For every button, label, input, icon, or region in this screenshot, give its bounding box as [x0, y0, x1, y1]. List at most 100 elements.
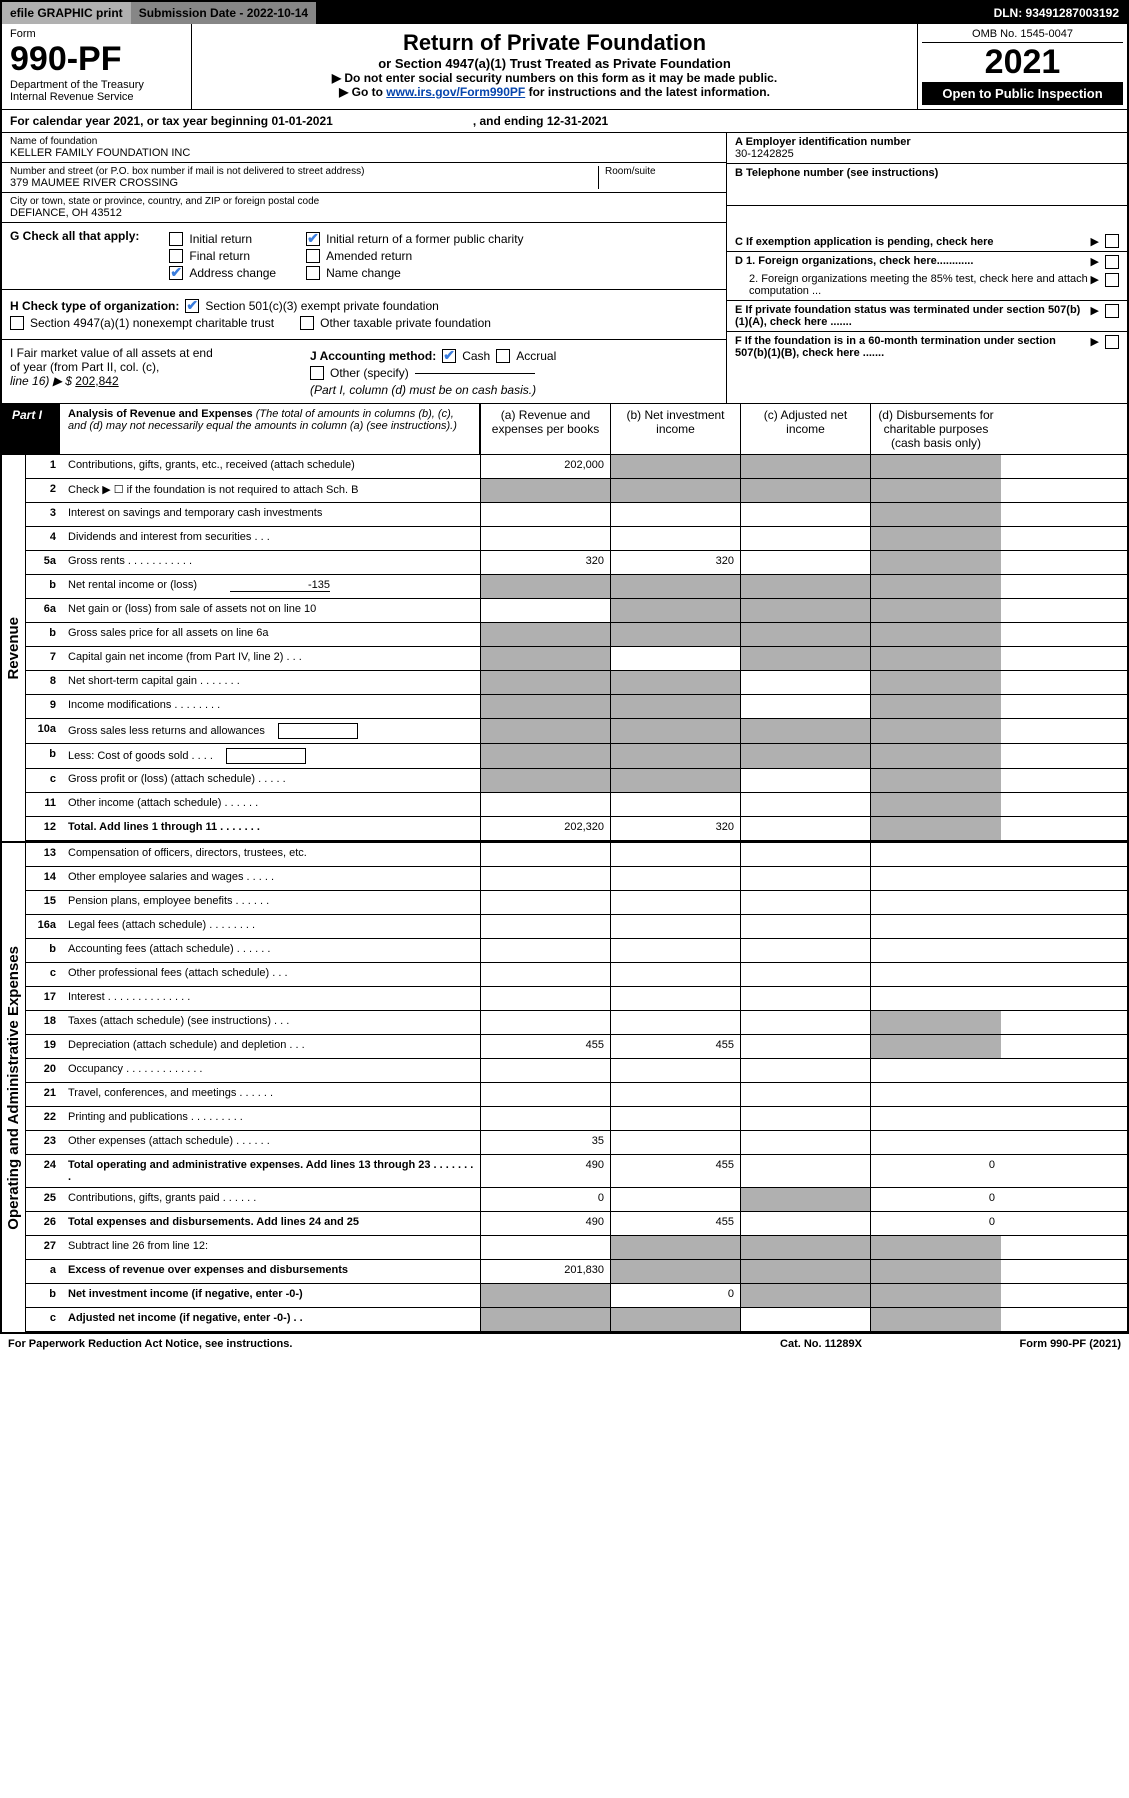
line-desc: Occupancy . . . . . . . . . . . . . — [62, 1059, 481, 1082]
submission-date: Submission Date - 2022-10-14 — [131, 2, 316, 24]
table-row: 21Travel, conferences, and meetings . . … — [26, 1083, 1127, 1107]
col-b: 320 — [611, 551, 741, 574]
col-c — [741, 987, 871, 1010]
ck-d1[interactable] — [1105, 255, 1119, 269]
table-row: cAdjusted net income (if negative, enter… — [26, 1308, 1127, 1332]
col-c — [741, 1131, 871, 1154]
col-c — [741, 891, 871, 914]
line-number: b — [26, 1284, 62, 1307]
lbl-initial-former: Initial return of a former public charit… — [326, 232, 523, 246]
ck-cash[interactable] — [442, 349, 456, 363]
line-number: 19 — [26, 1035, 62, 1058]
line-desc: Dividends and interest from securities .… — [62, 527, 481, 550]
col-d-header: (d) Disbursements for charitable purpose… — [871, 404, 1001, 454]
ck-name-change[interactable] — [306, 266, 320, 280]
street-label: Number and street (or P.O. box number if… — [10, 166, 598, 177]
ck-other-method[interactable] — [310, 366, 324, 380]
col-b — [611, 623, 741, 646]
col-d — [871, 1035, 1001, 1058]
col-a — [481, 987, 611, 1010]
col-d — [871, 503, 1001, 526]
lbl-other-taxable: Other taxable private foundation — [320, 316, 491, 330]
ck-other-taxable[interactable] — [300, 316, 314, 330]
col-b — [611, 695, 741, 718]
foundation-name: KELLER FAMILY FOUNDATION INC — [10, 147, 718, 159]
col-b — [611, 1059, 741, 1082]
line-number: 27 — [26, 1236, 62, 1259]
ck-address-change[interactable] — [169, 266, 183, 280]
col-d — [871, 599, 1001, 622]
ck-accrual[interactable] — [496, 349, 510, 363]
ck-initial-former[interactable] — [306, 232, 320, 246]
irs-link[interactable]: www.irs.gov/Form990PF — [386, 85, 525, 99]
col-c — [741, 719, 871, 743]
ck-501c3[interactable] — [185, 299, 199, 313]
line-desc: Compensation of officers, directors, tru… — [62, 843, 481, 866]
col-b-header: (b) Net investment income — [611, 404, 741, 454]
table-row: 27Subtract line 26 from line 12: — [26, 1236, 1127, 1260]
line-number: 2 — [26, 479, 62, 502]
col-c — [741, 599, 871, 622]
col-d — [871, 843, 1001, 866]
efile-label: efile GRAPHIC print — [2, 2, 131, 24]
ck-c[interactable] — [1105, 234, 1119, 248]
table-row: cGross profit or (loss) (attach schedule… — [26, 769, 1127, 793]
ein-cell: A Employer identification number 30-1242… — [727, 133, 1127, 164]
i-line3: line 16) ▶ $ — [10, 374, 72, 388]
col-a — [481, 843, 611, 866]
col-c — [741, 503, 871, 526]
table-row: 6aNet gain or (loss) from sale of assets… — [26, 599, 1127, 623]
col-d — [871, 695, 1001, 718]
lbl-accrual: Accrual — [516, 349, 556, 363]
line-desc: Gross sales price for all assets on line… — [62, 623, 481, 646]
line-number: 15 — [26, 891, 62, 914]
line-desc: Taxes (attach schedule) (see instruction… — [62, 1011, 481, 1034]
line-desc: Interest . . . . . . . . . . . . . . — [62, 987, 481, 1010]
ck-amended-return[interactable] — [306, 249, 320, 263]
revenue-section: Revenue 1Contributions, gifts, grants, e… — [2, 455, 1127, 841]
section-h: H Check type of organization: Section 50… — [2, 290, 726, 340]
col-d — [871, 1011, 1001, 1034]
note-goto: ▶ Go to www.irs.gov/Form990PF for instru… — [200, 85, 909, 99]
ck-4947[interactable] — [10, 316, 24, 330]
table-row: 13Compensation of officers, directors, t… — [26, 843, 1127, 867]
lbl-other-method: Other (specify) — [330, 366, 409, 380]
col-d — [871, 987, 1001, 1010]
line-desc: Subtract line 26 from line 12: — [62, 1236, 481, 1259]
line-number: 3 — [26, 503, 62, 526]
col-d — [871, 1131, 1001, 1154]
col-c — [741, 939, 871, 962]
line-desc: Check ▶ ☐ if the foundation is not requi… — [62, 479, 481, 502]
section-ij: I Fair market value of all assets at end… — [2, 340, 726, 403]
col-c — [741, 575, 871, 598]
lbl-amended-return: Amended return — [326, 249, 412, 263]
lbl-4947: Section 4947(a)(1) nonexempt charitable … — [30, 316, 274, 330]
line-desc: Interest on savings and temporary cash i… — [62, 503, 481, 526]
col-b — [611, 719, 741, 743]
col-c — [741, 744, 871, 768]
line-desc: Gross sales less returns and allowances — [62, 719, 481, 743]
ck-e[interactable] — [1105, 304, 1119, 318]
col-c — [741, 1308, 871, 1331]
line-number: c — [26, 769, 62, 792]
ck-final-return[interactable] — [169, 249, 183, 263]
tax-year: 2021 — [922, 43, 1123, 82]
col-d — [871, 744, 1001, 768]
name-label: Name of foundation — [10, 136, 718, 147]
col-b — [611, 843, 741, 866]
ck-f[interactable] — [1105, 335, 1119, 349]
col-d — [871, 939, 1001, 962]
i-line2: of year (from Part II, col. (c), — [10, 360, 270, 374]
lbl-initial-return: Initial return — [189, 232, 252, 246]
line-desc: Contributions, gifts, grants, etc., rece… — [62, 455, 481, 478]
col-b — [611, 1107, 741, 1130]
opex-section: Operating and Administrative Expenses 13… — [2, 841, 1127, 1332]
col-a: 202,000 — [481, 455, 611, 478]
ck-initial-return[interactable] — [169, 232, 183, 246]
ck-d2[interactable] — [1105, 273, 1119, 287]
col-d — [871, 1083, 1001, 1106]
f-label: F If the foundation is in a 60-month ter… — [735, 335, 1091, 359]
info-right: A Employer identification number 30-1242… — [727, 133, 1127, 403]
line-desc: Accounting fees (attach schedule) . . . … — [62, 939, 481, 962]
col-b — [611, 479, 741, 502]
